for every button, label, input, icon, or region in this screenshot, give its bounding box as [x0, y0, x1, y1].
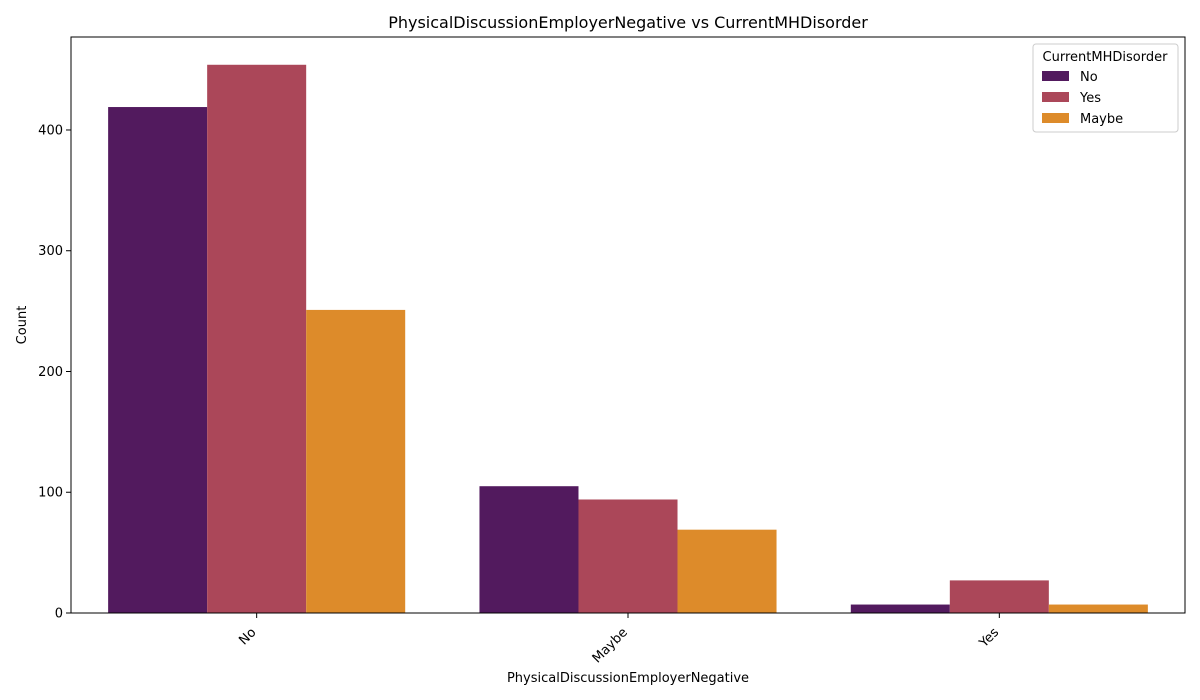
x-axis: No Maybe Yes — [236, 613, 1002, 666]
legend-box — [1032, 43, 1179, 133]
plot-area — [108, 64, 1148, 614]
x-axis-label: PhysicalDiscussionEmployerNegative — [507, 671, 749, 686]
legend-swatch-no — [1042, 71, 1069, 81]
bar-maybe-maybe — [677, 529, 777, 613]
x-tick-label: No — [236, 625, 259, 648]
legend: CurrentMHDisorder No Yes Maybe — [1032, 43, 1179, 133]
y-axis-label: Count — [15, 306, 30, 345]
y-tick-label: 300 — [38, 244, 63, 259]
x-tick-label: Yes — [976, 625, 1002, 651]
legend-label-no: No — [1080, 70, 1098, 85]
y-tick-label: 0 — [55, 607, 63, 622]
bar-maybe-yes — [578, 499, 678, 613]
chart-title: PhysicalDiscussionEmployerNegative vs Cu… — [388, 13, 868, 32]
bar-no-maybe — [306, 309, 406, 613]
legend-label-yes: Yes — [1079, 91, 1101, 106]
y-tick-label: 400 — [38, 123, 63, 138]
bar-no-no — [108, 107, 208, 614]
bar-maybe-no — [479, 486, 579, 613]
legend-swatch-yes — [1042, 92, 1069, 102]
legend-title: CurrentMHDisorder — [1043, 50, 1169, 65]
legend-swatch-maybe — [1042, 113, 1069, 123]
x-tick-label: Maybe — [590, 625, 631, 666]
bar-yes-maybe — [1048, 604, 1148, 613]
bar-yes-yes — [949, 580, 1049, 613]
y-axis: 0 100 200 300 400 — [38, 123, 71, 622]
bar-no-yes — [207, 64, 307, 614]
legend-label-maybe: Maybe — [1080, 112, 1123, 127]
y-tick-label: 200 — [38, 365, 63, 380]
bar-yes-no — [850, 604, 950, 613]
y-tick-label: 100 — [38, 486, 63, 501]
